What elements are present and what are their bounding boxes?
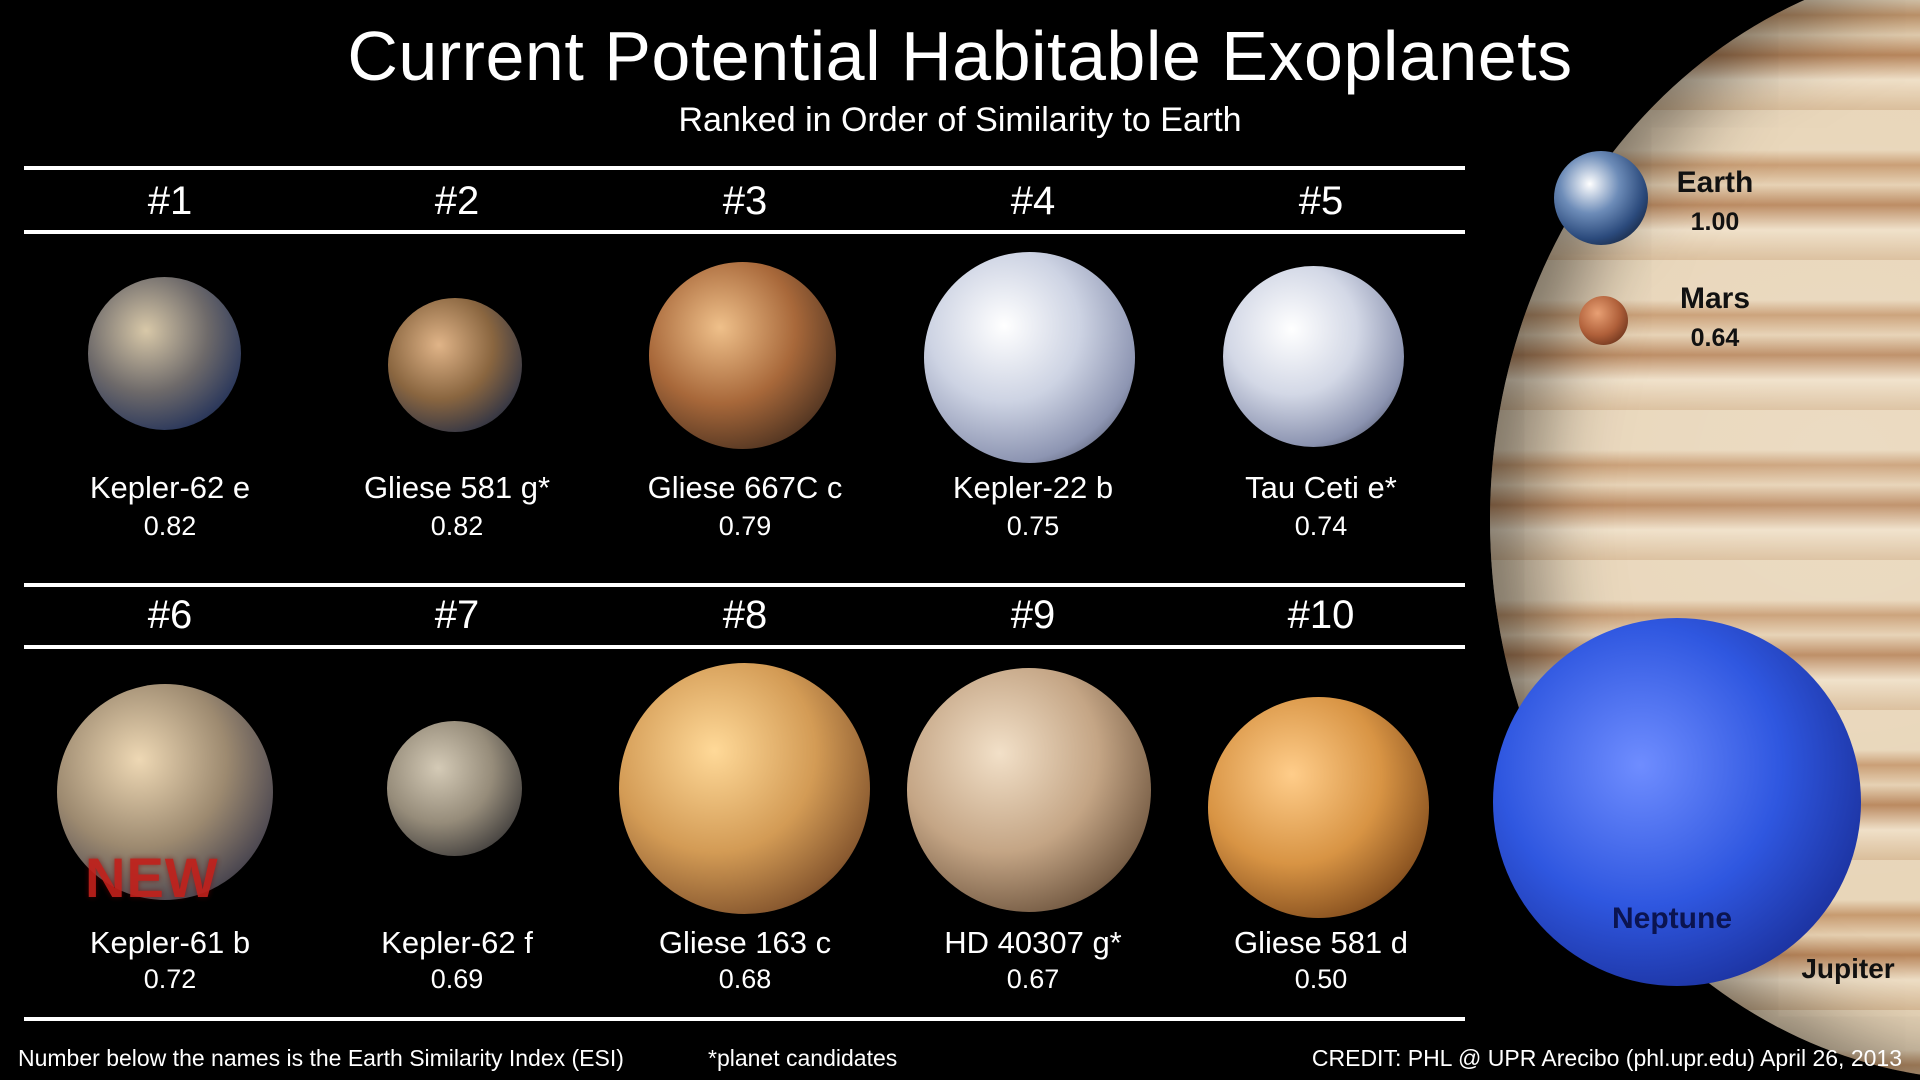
mars-label: Mars [1679, 282, 1751, 315]
planet-name: Gliese 163 c [658, 925, 832, 960]
esi-value: 0.74 [1294, 511, 1348, 541]
rank-label: #8 [722, 593, 768, 637]
neptune-label: Neptune [1612, 902, 1732, 935]
rank-label: #1 [147, 179, 193, 223]
divider [24, 645, 1465, 649]
esi-value: 0.82 [143, 511, 197, 541]
rank-label: #7 [434, 593, 480, 637]
mars-esi: 0.64 [1690, 324, 1740, 352]
planet-name: Gliese 581 d [1233, 925, 1409, 960]
planet-name: Kepler-61 b [89, 925, 251, 960]
rank-label: #9 [1010, 593, 1056, 637]
earth-esi: 1.00 [1690, 208, 1740, 236]
planet-name: HD 40307 g* [944, 925, 1122, 960]
planet-tau-ceti-e [1223, 266, 1404, 447]
esi-value: 0.75 [1006, 511, 1060, 541]
planet-gliese-163c [619, 663, 870, 914]
new-badge: NEW [85, 846, 219, 909]
planet-gliese-581g [388, 298, 522, 432]
planet-earth [1554, 151, 1648, 245]
planet-kepler-61b [57, 684, 273, 900]
planet-name: Kepler-62 f [381, 925, 533, 960]
planet-name: Gliese 581 g* [363, 470, 551, 505]
esi-value: 0.72 [143, 964, 197, 994]
esi-value: 0.67 [1006, 964, 1060, 994]
planet-hd-40307g [907, 668, 1151, 912]
esi-value: 0.68 [718, 964, 772, 994]
page-title: Current Potential Habitable Exoplanets [347, 17, 1573, 95]
credit-note: CREDIT: PHL @ UPR Arecibo (phl.upr.edu) … [1311, 1045, 1902, 1071]
rank-label: #2 [434, 179, 480, 223]
planet-name: Kepler-62 e [89, 470, 251, 505]
divider [24, 583, 1465, 587]
candidates-note: *planet candidates [708, 1045, 898, 1071]
planet-name: Kepler-22 b [952, 470, 1114, 505]
esi-value: 0.50 [1294, 964, 1348, 994]
jupiter-label: Jupiter [1801, 953, 1895, 984]
divider [24, 230, 1465, 234]
page-subtitle: Ranked in Order of Similarity to Earth [678, 101, 1242, 139]
esi-value: 0.82 [430, 511, 484, 541]
planet-kepler-22b [924, 252, 1135, 463]
esi-value: 0.79 [718, 511, 772, 541]
esi-value: 0.69 [430, 964, 484, 994]
planet-neptune [1493, 618, 1861, 986]
rank-label: #5 [1298, 179, 1344, 223]
rank-label: #6 [147, 593, 193, 637]
earth-label: Earth [1676, 166, 1754, 199]
planet-gliese-581d [1208, 697, 1429, 918]
esi-note: Number below the names is the Earth Simi… [18, 1045, 624, 1071]
planet-kepler-62e [88, 277, 241, 430]
rank-label: #4 [1010, 179, 1056, 223]
rank-label: #10 [1287, 593, 1355, 637]
divider [24, 1017, 1465, 1021]
rank-label: #3 [722, 179, 768, 223]
planet-kepler-62f [387, 721, 522, 856]
planet-gliese-667cc [649, 262, 836, 449]
planet-name: Gliese 667C c [647, 470, 843, 505]
divider [24, 166, 1465, 170]
planet-name: Tau Ceti e* [1245, 470, 1397, 505]
planet-mars [1579, 296, 1628, 345]
